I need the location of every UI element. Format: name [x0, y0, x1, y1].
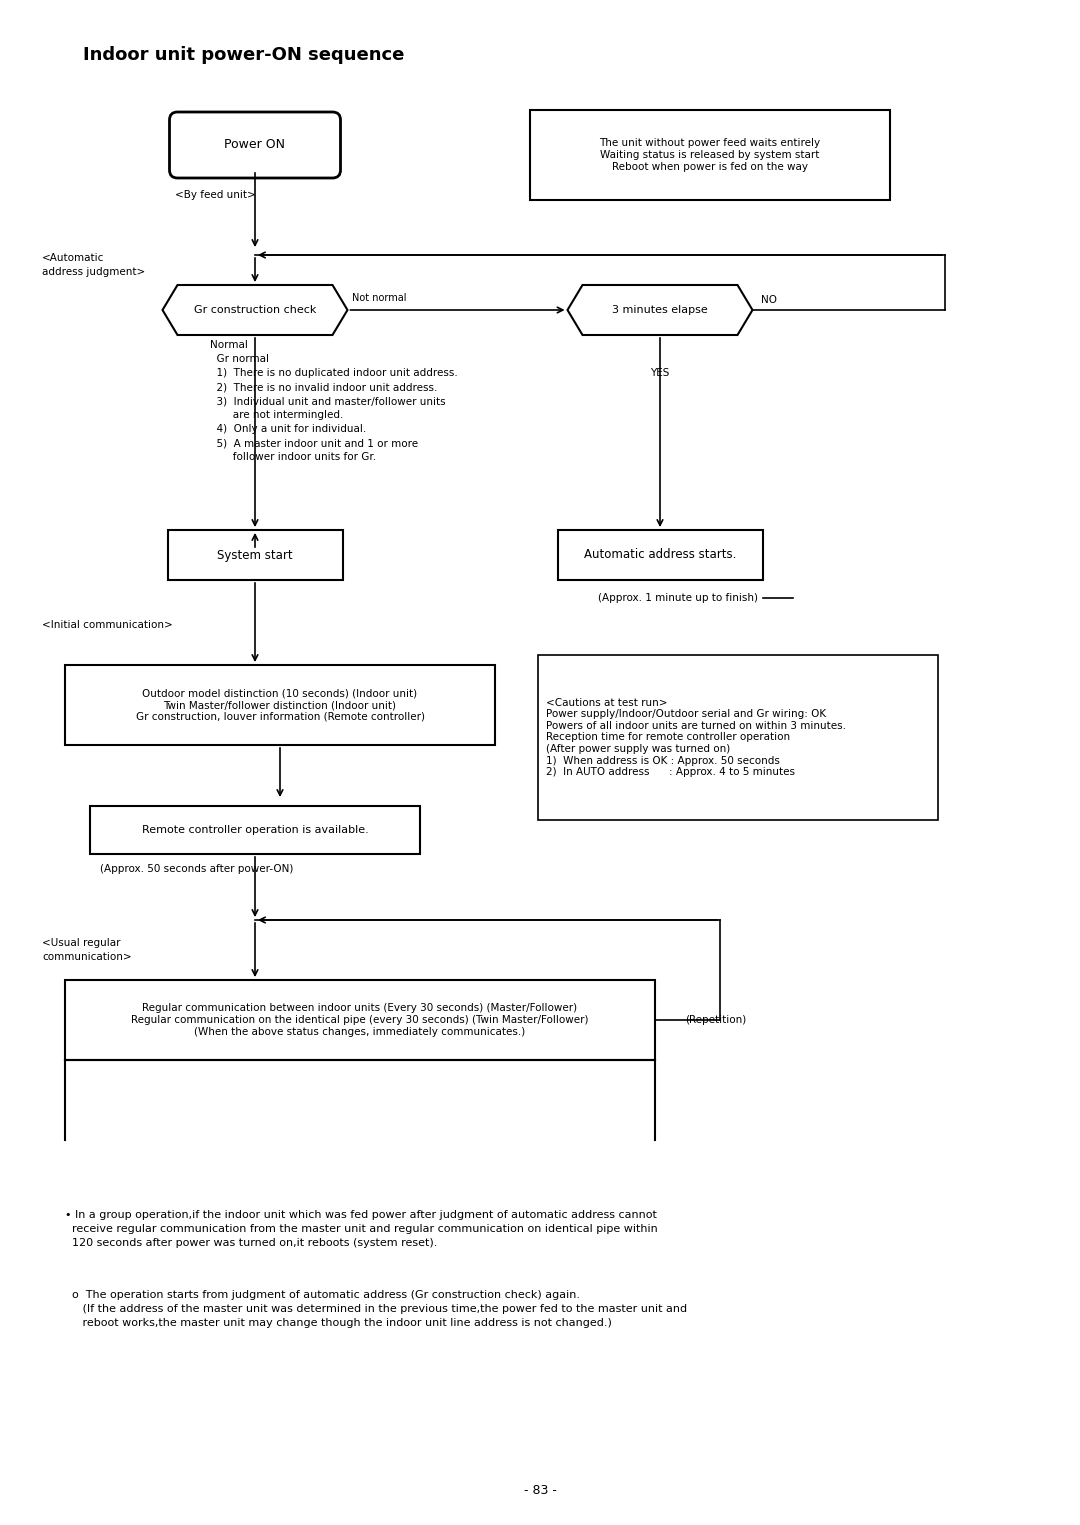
Text: <Usual regular
communication>: <Usual regular communication>	[42, 938, 132, 962]
Text: (Approx. 50 seconds after power-ON): (Approx. 50 seconds after power-ON)	[100, 865, 294, 874]
FancyBboxPatch shape	[65, 665, 495, 746]
Text: Power ON: Power ON	[225, 139, 285, 151]
Text: Outdoor model distinction (10 seconds) (Indoor unit)
Twin Master/follower distin: Outdoor model distinction (10 seconds) (…	[135, 688, 424, 721]
Polygon shape	[162, 285, 348, 336]
FancyBboxPatch shape	[557, 531, 762, 580]
FancyBboxPatch shape	[538, 656, 939, 820]
Text: Indoor unit power-ON sequence: Indoor unit power-ON sequence	[83, 46, 404, 64]
Text: - 83 -: - 83 -	[524, 1484, 556, 1496]
Text: <Automatic
address judgment>: <Automatic address judgment>	[42, 253, 145, 276]
FancyBboxPatch shape	[530, 110, 890, 200]
Text: <Cautions at test run>
Power supply/Indoor/Outdoor serial and Gr wiring: OK
Powe: <Cautions at test run> Power supply/Indo…	[546, 698, 846, 778]
Text: NO: NO	[760, 294, 777, 305]
Text: <Initial communication>: <Initial communication>	[42, 621, 173, 630]
Text: Regular communication between indoor units (Every 30 seconds) (Master/Follower)
: Regular communication between indoor uni…	[132, 1003, 589, 1037]
Text: Remote controller operation is available.: Remote controller operation is available…	[141, 825, 368, 836]
Text: Automatic address starts.: Automatic address starts.	[584, 549, 737, 561]
Text: (Repetition): (Repetition)	[685, 1016, 746, 1025]
FancyBboxPatch shape	[90, 807, 420, 854]
Text: Normal
  Gr normal
  1)  There is no duplicated indoor unit address.
  2)  There: Normal Gr normal 1) There is no duplicat…	[210, 340, 458, 462]
Text: YES: YES	[650, 368, 670, 378]
Text: Not normal: Not normal	[352, 293, 407, 303]
FancyBboxPatch shape	[167, 531, 342, 580]
Text: 3 minutes elapse: 3 minutes elapse	[612, 305, 707, 316]
FancyBboxPatch shape	[65, 981, 654, 1060]
Text: Gr construction check: Gr construction check	[193, 305, 316, 316]
Text: <By feed unit>: <By feed unit>	[175, 191, 256, 200]
Text: System start: System start	[217, 549, 293, 561]
Text: The unit without power feed waits entirely
Waiting status is released by system : The unit without power feed waits entire…	[599, 139, 821, 172]
Text: • In a group operation,if the indoor unit which was fed power after judgment of : • In a group operation,if the indoor uni…	[65, 1209, 658, 1247]
Polygon shape	[567, 285, 753, 336]
FancyBboxPatch shape	[170, 111, 340, 178]
Text: o  The operation starts from judgment of automatic address (Gr construction chec: o The operation starts from judgment of …	[65, 1290, 687, 1328]
Text: (Approx. 1 minute up to finish): (Approx. 1 minute up to finish)	[597, 593, 757, 602]
